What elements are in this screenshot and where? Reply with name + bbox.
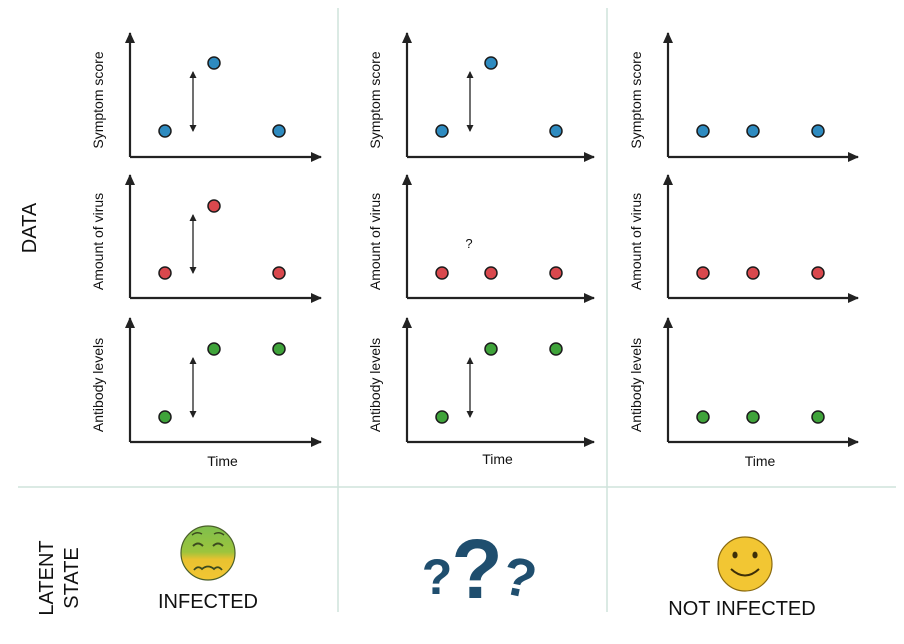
y-axis-label: Antibody levels: [367, 338, 383, 432]
data-point: [435, 410, 449, 424]
unknown-marker: ?: [465, 236, 472, 251]
data-point: [746, 124, 760, 138]
y-axis-label: Antibody levels: [628, 338, 644, 432]
chart-panels: Symptom score Amount of virus Antibody lev…: [90, 32, 859, 469]
data-point: [696, 410, 710, 424]
data-point: [207, 199, 221, 213]
svg-text:?: ?: [497, 545, 542, 611]
panel-antibody-col2: Antibody levels Time: [367, 317, 595, 467]
data-point: [746, 410, 760, 424]
infected-label: INFECTED: [158, 591, 258, 613]
y-axis-label: Antibody levels: [90, 338, 106, 432]
x-axis-label: Time: [207, 453, 238, 469]
data-point: [811, 410, 825, 424]
data-point: [549, 342, 563, 356]
svg-text:?: ?: [451, 522, 502, 616]
latent-not-infected: NOT INFECTED: [668, 536, 816, 620]
data-point: [158, 410, 172, 424]
data-point: [435, 266, 449, 280]
latent-infected: INFECTED: [158, 525, 258, 613]
latent-label-line1: LATENT: [36, 540, 58, 615]
data-point: [272, 266, 286, 280]
not-infected-label: NOT INFECTED: [668, 598, 815, 620]
data-point: [746, 266, 760, 280]
y-axis-label: Amount of virus: [367, 193, 383, 290]
sick-face-icon: [180, 525, 236, 581]
data-point: [811, 124, 825, 138]
x-axis-label: Time: [745, 453, 776, 469]
data-point: [272, 342, 286, 356]
panel-symptom-col2: Symptom score: [367, 32, 595, 162]
y-axis-label: Symptom score: [367, 51, 383, 148]
question-marks-icon: ? ? ?: [422, 522, 542, 616]
data-point: [272, 124, 286, 138]
panel-virus-col2: Amount of virus?: [367, 174, 595, 303]
data-point: [696, 124, 710, 138]
y-axis-label: Amount of virus: [628, 193, 644, 290]
svg-text:?: ?: [422, 549, 453, 605]
data-point: [158, 124, 172, 138]
data-point: [484, 342, 498, 356]
data-point: [549, 266, 563, 280]
data-point: [811, 266, 825, 280]
data-point: [158, 266, 172, 280]
data-point: [435, 124, 449, 138]
latent-label-line2: STATE: [61, 547, 83, 608]
y-axis-label: Symptom score: [90, 51, 106, 148]
y-axis-label: Amount of virus: [90, 193, 106, 290]
data-point: [484, 266, 498, 280]
data-point: [549, 124, 563, 138]
y-axis-label: Symptom score: [628, 51, 644, 148]
grid-dividers: [18, 8, 896, 612]
data-row-label: DATA: [19, 202, 41, 253]
panel-virus-col3: Amount of virus: [628, 174, 859, 303]
x-axis-label: Time: [482, 451, 513, 467]
smiley-face-icon: [717, 536, 773, 592]
data-point: [207, 56, 221, 70]
panel-symptom-col3: Symptom score: [628, 32, 859, 162]
panel-antibody-col3: Antibody levels Time: [628, 317, 859, 469]
latent-state-row-label: LATENT STATE: [36, 540, 83, 615]
data-point: [484, 56, 498, 70]
data-point: [207, 342, 221, 356]
panel-virus-col1: Amount of virus: [90, 174, 322, 303]
panel-symptom-col1: Symptom score: [90, 32, 322, 162]
data-point: [696, 266, 710, 280]
panel-antibody-col1: Antibody levels Time: [90, 317, 322, 469]
